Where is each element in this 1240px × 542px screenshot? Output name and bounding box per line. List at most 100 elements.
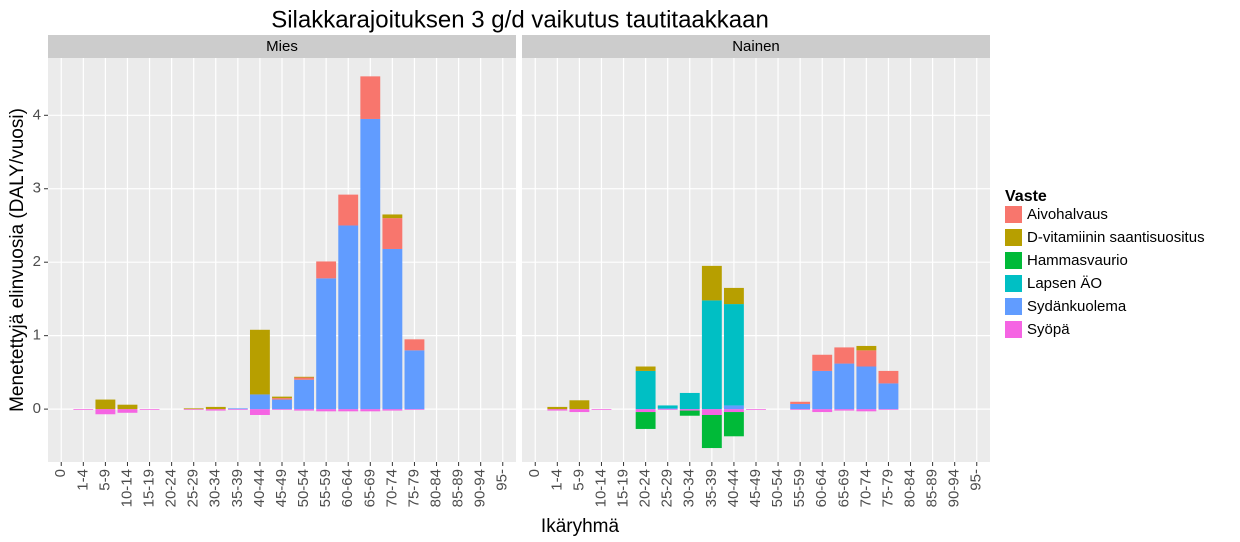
- bar-segment: [723, 304, 744, 406]
- x-tick-label: 35-39: [229, 469, 246, 507]
- bar-segment: [382, 218, 403, 249]
- x-tick-label: 30-34: [681, 469, 698, 507]
- bar-segment: [404, 409, 425, 410]
- bar-segment: [338, 409, 359, 412]
- bar-segment: [205, 406, 226, 410]
- bar-segment: [547, 406, 568, 410]
- strip-label: Mies: [266, 38, 298, 55]
- legend-label: D-vitamiinin saantisuositus: [1027, 229, 1205, 246]
- bar-segment: [73, 409, 94, 410]
- bar-segment: [723, 412, 744, 437]
- x-tick-label: 5-9: [570, 469, 587, 491]
- x-tick-label: 65-69: [835, 469, 852, 507]
- x-tick-label: 50-54: [769, 469, 786, 507]
- bar-segment: [382, 409, 403, 411]
- bar-segment: [856, 409, 877, 412]
- x-tick-label: 45-49: [273, 469, 290, 507]
- legend-key: [1005, 252, 1022, 269]
- bar-segment: [657, 405, 678, 409]
- bar-segment: [812, 354, 833, 371]
- x-tick-label: 25-29: [659, 469, 676, 507]
- x-tick-label: 80-84: [901, 469, 918, 507]
- x-tick-label: 70-74: [857, 469, 874, 507]
- x-tick-label: 75-79: [405, 469, 422, 507]
- x-tick-label: 45-49: [747, 469, 764, 507]
- x-tick-label: 35-39: [703, 469, 720, 507]
- bar-segment: [834, 363, 855, 410]
- bar-segment: [723, 409, 744, 413]
- bar-segment: [183, 409, 204, 410]
- bar-segment: [139, 409, 160, 410]
- bar-segment: [382, 248, 403, 410]
- bar-segment: [249, 394, 270, 410]
- bar-segment: [834, 409, 855, 411]
- bar-segment: [569, 409, 590, 413]
- x-tick-label: 75-79: [879, 469, 896, 507]
- bar-segment: [294, 379, 315, 410]
- strip: [522, 35, 990, 58]
- legend-key: [1005, 321, 1022, 338]
- bar-segment: [183, 408, 204, 410]
- bar-segment: [272, 409, 292, 410]
- x-axis-label: Ikäryhmä: [541, 516, 620, 537]
- legend-label: Aivohalvaus: [1027, 206, 1108, 223]
- x-tick-label: 0: [526, 469, 543, 477]
- bar-segment: [701, 265, 722, 301]
- bar-segment: [360, 118, 381, 410]
- bar-segment: [95, 399, 116, 410]
- bar-segment: [723, 287, 744, 305]
- bar-segment: [856, 345, 877, 351]
- bar-segment: [294, 377, 315, 380]
- x-tick-label: 1-4: [548, 469, 565, 491]
- x-tick-label: 95-: [494, 469, 511, 491]
- legend-title: Vaste: [1005, 188, 1047, 205]
- x-tick-label: 0: [52, 469, 69, 477]
- bar-segment: [878, 383, 899, 410]
- y-tick-label: 2: [33, 253, 41, 270]
- bar-segment: [382, 214, 403, 219]
- x-tick-label: 55-59: [317, 469, 334, 507]
- legend-label: Lapsen ÄO: [1027, 275, 1102, 292]
- bar-segment: [404, 339, 425, 351]
- x-tick-label: 30-34: [207, 469, 224, 507]
- y-tick-label: 4: [33, 106, 41, 123]
- x-tick-label: 90-94: [472, 469, 489, 507]
- bar-segment: [95, 409, 116, 415]
- bar-segment: [723, 405, 744, 410]
- x-tick-label: 90-94: [946, 469, 963, 507]
- bar-segment: [294, 376, 315, 378]
- x-tick-label: 65-69: [361, 469, 378, 507]
- bar-segment: [635, 412, 656, 429]
- bar-segment: [790, 401, 811, 404]
- x-tick-label: 60-64: [813, 469, 830, 507]
- x-tick-label: 40-44: [725, 469, 742, 507]
- x-tick-label: 55-59: [791, 469, 808, 507]
- bar-segment: [701, 414, 722, 449]
- legend-key: [1005, 298, 1022, 315]
- bar-segment: [294, 409, 315, 411]
- bar-segment: [746, 409, 766, 410]
- x-tick-label: 95-: [968, 469, 985, 491]
- x-tick-label: 10-14: [118, 469, 135, 507]
- bar-segment: [569, 400, 590, 410]
- x-tick-label: 80-84: [427, 469, 444, 507]
- x-tick-label: 25-29: [185, 469, 202, 507]
- x-tick-label: 15-19: [141, 469, 158, 507]
- bar-segment: [117, 404, 138, 410]
- legend-label: Syöpä: [1027, 321, 1070, 338]
- x-tick-label: 15-19: [615, 469, 632, 507]
- bar-segment: [272, 396, 292, 399]
- bar-segment: [117, 409, 138, 413]
- bar-segment: [812, 370, 833, 410]
- bar-segment: [404, 350, 425, 410]
- bar-segment: [856, 366, 877, 410]
- y-axis-label: Menetettyjä elinvuosia (DALY/vuosi): [7, 108, 28, 412]
- x-tick-label: 85-89: [450, 469, 467, 507]
- legend-key: [1005, 275, 1022, 292]
- bar-segment: [635, 366, 656, 371]
- bar-segment: [205, 409, 226, 411]
- bar-segment: [360, 76, 381, 119]
- bar-segment: [316, 261, 337, 279]
- strip-label: Nainen: [732, 38, 780, 55]
